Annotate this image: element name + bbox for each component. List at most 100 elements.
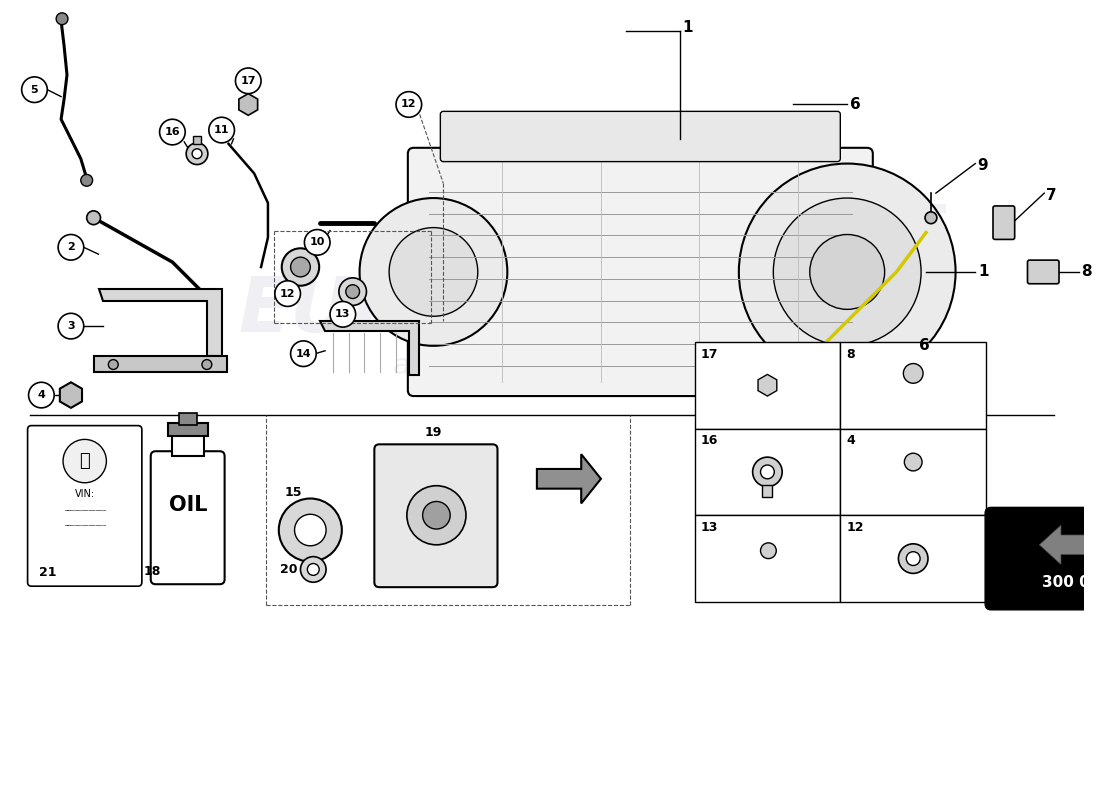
Text: a passion for parts: a passion for parts [393, 351, 651, 379]
Text: 20: 20 [280, 563, 297, 576]
Circle shape [339, 278, 366, 306]
Circle shape [202, 360, 212, 370]
Circle shape [56, 13, 68, 25]
Text: 6: 6 [920, 338, 929, 354]
Text: 11: 11 [213, 125, 230, 135]
Text: 12: 12 [279, 289, 296, 298]
Text: 7: 7 [1046, 187, 1057, 202]
Circle shape [58, 314, 84, 339]
Text: 16: 16 [165, 127, 180, 137]
Bar [173, 434, 204, 456]
Circle shape [345, 285, 360, 298]
Text: 15: 15 [285, 486, 303, 499]
FancyBboxPatch shape [28, 426, 142, 586]
Text: 19: 19 [425, 426, 442, 439]
Circle shape [290, 257, 310, 277]
Bar [694, 429, 840, 515]
Text: 17: 17 [701, 348, 718, 361]
Circle shape [396, 92, 421, 118]
Text: 4: 4 [846, 434, 855, 447]
Text: 5: 5 [31, 85, 38, 94]
Circle shape [282, 248, 319, 286]
Text: 1: 1 [683, 20, 693, 35]
Polygon shape [1040, 525, 1099, 565]
Text: 21: 21 [40, 566, 57, 579]
Bar [168, 422, 208, 437]
Text: VIN:: VIN: [75, 489, 95, 498]
Polygon shape [758, 374, 777, 396]
Circle shape [760, 543, 777, 558]
FancyBboxPatch shape [1027, 260, 1059, 284]
Circle shape [904, 453, 922, 471]
Bar [840, 429, 986, 515]
Text: 4: 4 [37, 390, 45, 400]
Text: 🐂: 🐂 [79, 452, 90, 470]
Circle shape [760, 465, 774, 479]
Circle shape [29, 382, 54, 408]
Polygon shape [99, 289, 222, 356]
Polygon shape [239, 94, 257, 115]
Text: 10: 10 [309, 238, 324, 247]
Text: 12: 12 [846, 521, 864, 534]
FancyBboxPatch shape [374, 444, 497, 587]
Circle shape [906, 552, 920, 566]
Circle shape [360, 198, 507, 346]
Circle shape [22, 77, 47, 102]
Bar [194, 136, 201, 144]
Text: 300 01: 300 01 [1042, 574, 1100, 590]
Circle shape [235, 68, 261, 94]
Circle shape [63, 439, 107, 482]
Circle shape [186, 143, 208, 165]
Text: 1: 1 [978, 265, 989, 279]
Circle shape [810, 234, 884, 310]
Circle shape [295, 514, 326, 546]
Text: 13: 13 [701, 521, 718, 534]
Circle shape [407, 486, 466, 545]
Circle shape [290, 341, 316, 366]
Circle shape [160, 119, 185, 145]
Circle shape [275, 281, 300, 306]
Text: 2015: 2015 [780, 202, 954, 262]
Circle shape [389, 228, 477, 316]
Text: 6: 6 [850, 97, 861, 112]
Circle shape [192, 149, 202, 158]
Text: 18: 18 [143, 565, 161, 578]
Bar [840, 515, 986, 602]
Polygon shape [320, 321, 419, 375]
FancyBboxPatch shape [408, 148, 872, 396]
Text: 17: 17 [241, 76, 256, 86]
Text: 2: 2 [67, 242, 75, 252]
Polygon shape [59, 382, 82, 408]
Circle shape [209, 118, 234, 143]
Text: 12: 12 [402, 99, 417, 110]
FancyBboxPatch shape [986, 507, 1100, 610]
Circle shape [109, 360, 118, 370]
Bar [179, 413, 197, 425]
Circle shape [752, 457, 782, 486]
Circle shape [305, 230, 330, 255]
Text: 16: 16 [701, 434, 718, 447]
Circle shape [80, 174, 92, 186]
Circle shape [899, 544, 928, 574]
Text: 13: 13 [336, 310, 351, 319]
Circle shape [773, 198, 921, 346]
Bar [840, 342, 986, 429]
Circle shape [330, 302, 355, 327]
Text: 3: 3 [67, 321, 75, 331]
Text: 8: 8 [846, 348, 855, 361]
FancyBboxPatch shape [440, 111, 840, 162]
Text: EUROSPARES: EUROSPARES [239, 274, 805, 348]
FancyBboxPatch shape [993, 206, 1014, 239]
Text: 14: 14 [296, 349, 311, 358]
Circle shape [307, 563, 319, 575]
Polygon shape [537, 454, 601, 503]
Text: OIL: OIL [169, 495, 208, 515]
Text: 8: 8 [1080, 265, 1091, 279]
Circle shape [300, 557, 326, 582]
Text: ____________: ____________ [64, 506, 106, 511]
Circle shape [925, 212, 937, 224]
Text: 9: 9 [977, 158, 988, 173]
FancyBboxPatch shape [151, 451, 224, 584]
Text: ____________: ____________ [64, 520, 106, 526]
Circle shape [739, 163, 956, 380]
